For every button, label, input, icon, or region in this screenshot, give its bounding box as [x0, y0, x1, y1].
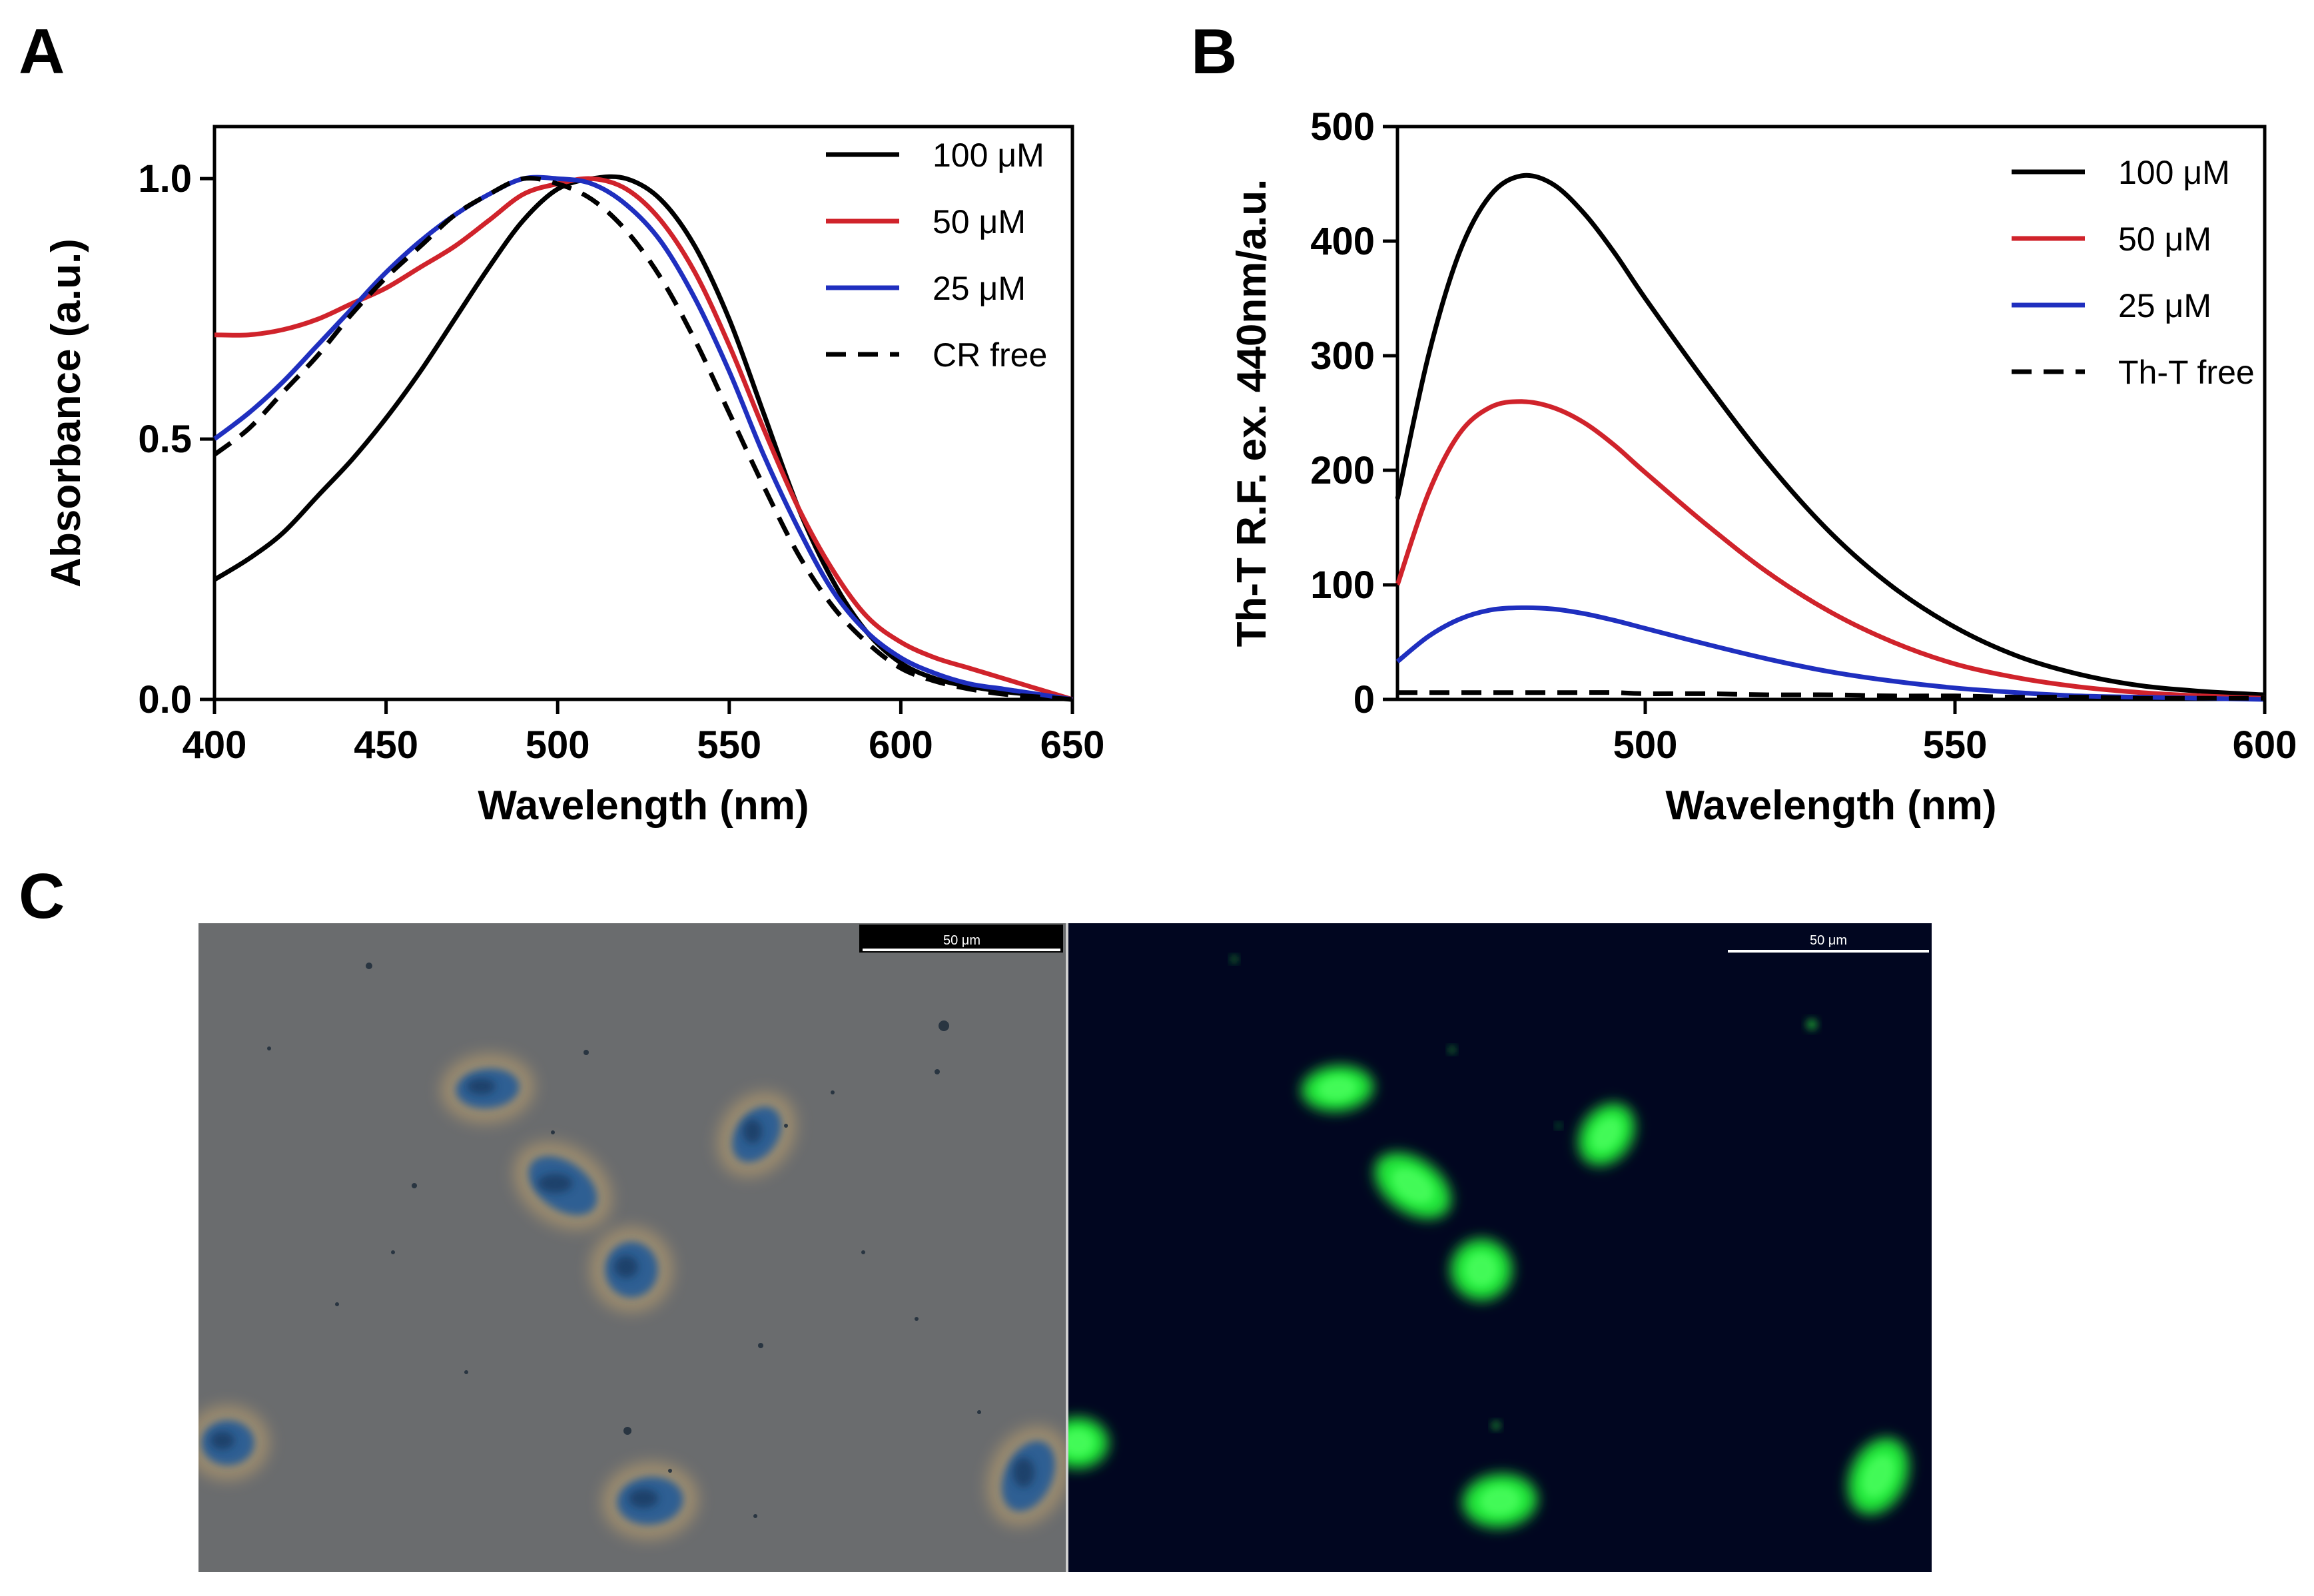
y-tick-label-b-4: 400 — [1310, 220, 1375, 263]
panel-letter-c: C — [19, 861, 65, 932]
debris-speck — [939, 1020, 949, 1031]
series-line-a-2 — [212, 175, 1073, 702]
fluorescent-core — [1068, 1429, 1094, 1457]
y-tick-label-a-0: 0.0 — [138, 678, 192, 721]
legend-label-a-2: 25 μM — [933, 270, 1026, 307]
aggregate-core — [743, 1119, 762, 1144]
y-axis-title-b: Th-T R.F. ex. 440nm/a.u. — [1229, 179, 1275, 647]
x-tick-label-b-0: 500 — [1613, 723, 1678, 767]
fluorescent-core — [1391, 1168, 1434, 1204]
legend-label-b-0: 100 μM — [2118, 154, 2230, 191]
panel-letter-b: B — [1191, 16, 1237, 87]
x-tick-label-a-0: 400 — [183, 723, 247, 767]
debris-speck — [915, 1317, 919, 1321]
absorbance-chart: 400 450 500 550 600 650 0.0 0.5 1.0 Wavelength (n… — [43, 125, 1105, 829]
scale-bar-left: 50 μm — [859, 925, 1063, 953]
fluorescent-core — [1591, 1117, 1622, 1152]
x-tick-label-a-2: 500 — [526, 723, 590, 767]
brightfield-micrograph: 50 μm — [198, 923, 1067, 1572]
legend-label-a-3: CR free — [933, 336, 1047, 374]
series-line-b-0 — [1395, 173, 2265, 697]
fluorescent-core — [1465, 1252, 1497, 1287]
x-axis-title-a: Wavelength (nm) — [478, 783, 809, 829]
debris-speck — [412, 1183, 417, 1188]
x-axis-title-b: Wavelength (nm) — [1665, 783, 1996, 829]
y-tick-label-b-1: 100 — [1310, 564, 1375, 607]
debris-speck — [758, 1343, 763, 1348]
scale-bar-right: 50 μm — [1728, 933, 1929, 953]
debris-speck — [583, 1050, 589, 1055]
debris-specks — [267, 963, 981, 1518]
x-tick-label-a-4: 600 — [869, 723, 933, 767]
y-tick-label-b-5: 500 — [1310, 105, 1375, 149]
debris-speck — [551, 1130, 555, 1134]
fluorescent-core — [1862, 1455, 1895, 1497]
fluorescent-speck — [1231, 956, 1238, 963]
debris-speck — [831, 1090, 835, 1094]
debris-speck — [464, 1370, 468, 1374]
y-tick-label-a-1: 0.5 — [138, 418, 192, 461]
debris-speck — [784, 1124, 788, 1128]
y-axis-title-a: Absorbance (a.u.) — [43, 238, 89, 588]
legend-label-b-3: Th-T free — [2118, 354, 2255, 391]
debris-speck — [391, 1250, 395, 1254]
aggregate-core — [466, 1078, 496, 1094]
scale-bar-left-label: 50 μm — [943, 933, 980, 948]
series-line-b-3 — [1397, 690, 2265, 701]
panel-letter-a: A — [19, 16, 65, 87]
debris-speck — [753, 1514, 757, 1518]
fluorescent-core — [1480, 1486, 1520, 1515]
debris-speck — [861, 1250, 865, 1254]
x-tick-label-a-1: 450 — [354, 723, 418, 767]
series-line-a-0 — [213, 174, 1073, 702]
x-tick-label-b-1: 550 — [1923, 723, 1988, 767]
x-tick-label-a-3: 550 — [697, 723, 761, 767]
debris-speck — [668, 1469, 672, 1473]
scale-bar-right-label: 50 μm — [1810, 933, 1847, 948]
fluorescent-aggregates — [1068, 956, 1909, 1528]
debris-speck — [623, 1427, 631, 1435]
x-tick-label-b-2: 600 — [2233, 723, 2297, 767]
fluorescent-core — [1318, 1076, 1357, 1101]
series-line-b-2 — [1395, 605, 2265, 702]
debris-speck — [935, 1069, 940, 1074]
fluorescent-speck — [1449, 1046, 1455, 1053]
legend-label-a-0: 100 μM — [933, 137, 1044, 174]
aggregate-core — [538, 1174, 573, 1193]
debris-speck — [977, 1410, 981, 1414]
micrograph-divider — [1066, 923, 1068, 1572]
legend-label-b-1: 50 μM — [2118, 220, 2211, 258]
fluorescent-speck — [1556, 1123, 1561, 1128]
legend-label-a-1: 50 μM — [933, 203, 1026, 240]
legend-label-b-2: 25 μM — [2118, 287, 2211, 324]
aggregate-core — [1012, 1457, 1035, 1487]
scale-bar-left-box — [859, 925, 1063, 953]
series-line-b-1 — [1395, 399, 2265, 701]
plot-frame-a — [212, 125, 1074, 701]
series-line-a-3 — [212, 176, 1073, 702]
debris-speck — [335, 1302, 339, 1306]
debris-speck — [267, 1046, 271, 1050]
plot-frame-b — [1395, 125, 2267, 701]
congo-red-aggregates — [198, 1053, 1067, 1540]
aggregate-core — [210, 1431, 234, 1450]
y-tick-label-b-3: 300 — [1310, 334, 1375, 378]
x-tick-label-a-5: 650 — [1040, 723, 1105, 767]
fluorescent-speck — [1492, 1421, 1500, 1429]
fluorescence-micrograph: 50 μm — [1068, 923, 1932, 1572]
y-tick-label-b-0: 0 — [1353, 678, 1375, 721]
y-tick-label-b-2: 200 — [1310, 449, 1375, 492]
fluorescent-speck — [1806, 1019, 1817, 1030]
debris-speck — [366, 963, 372, 969]
aggregate-core — [628, 1489, 659, 1508]
fluorescence-chart: 500 550 600 0 100 200 300 400 500 Wavelength (nm)… — [1229, 105, 2297, 829]
aggregate-core — [614, 1256, 638, 1278]
y-tick-label-a-2: 1.0 — [138, 157, 192, 200]
